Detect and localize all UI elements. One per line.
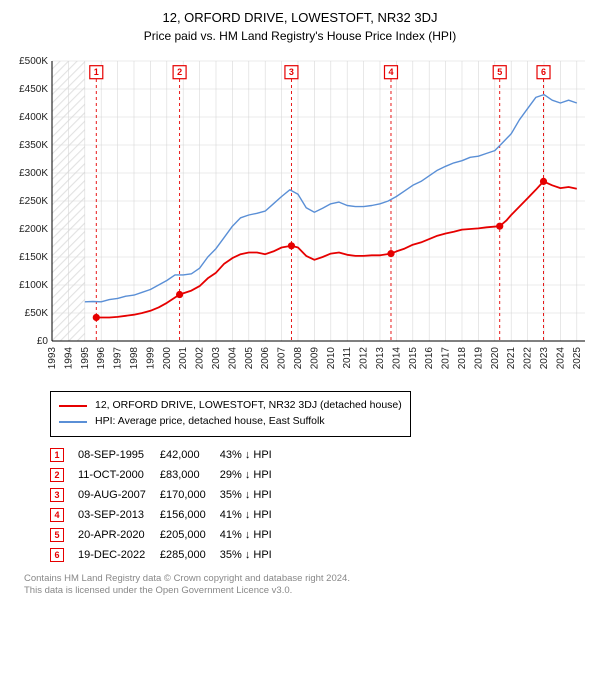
tx-price: £285,000 [160, 545, 220, 565]
svg-text:2019: 2019 [473, 347, 484, 370]
svg-text:5: 5 [497, 67, 502, 77]
svg-text:£150K: £150K [19, 252, 48, 263]
table-row: 3 09-AUG-2007£170,00035% ↓ HPI [50, 485, 286, 505]
tx-date: 20-APR-2020 [78, 525, 160, 545]
arrow-down-icon: ↓ [245, 449, 251, 461]
footnote-line: This data is licensed under the Open Gov… [24, 585, 292, 596]
legend: 12, ORFORD DRIVE, LOWESTOFT, NR32 3DJ (d… [50, 391, 411, 437]
svg-text:2025: 2025 [572, 347, 583, 370]
svg-text:6: 6 [541, 67, 546, 77]
svg-text:2007: 2007 [277, 347, 288, 370]
svg-text:2001: 2001 [178, 347, 189, 370]
tx-date: 19-DEC-2022 [78, 545, 160, 565]
svg-text:£250K: £250K [19, 196, 48, 207]
svg-text:1999: 1999 [145, 347, 156, 370]
arrow-down-icon: ↓ [245, 549, 251, 561]
arrow-down-icon: ↓ [245, 529, 251, 541]
svg-text:£500K: £500K [19, 56, 48, 67]
table-row: 5 20-APR-2020£205,00041% ↓ HPI [50, 525, 286, 545]
sale-marker-icon: 6 [50, 548, 64, 562]
svg-text:2004: 2004 [227, 347, 238, 370]
tx-pct: 35% ↓ HPI [220, 485, 286, 505]
svg-text:2017: 2017 [441, 347, 452, 370]
svg-text:2002: 2002 [195, 347, 206, 370]
svg-text:2014: 2014 [391, 347, 402, 370]
svg-text:£0: £0 [37, 336, 49, 347]
svg-text:1995: 1995 [80, 347, 91, 370]
tx-date: 09-AUG-2007 [78, 485, 160, 505]
chart-title: 12, ORFORD DRIVE, LOWESTOFT, NR32 3DJ [10, 10, 590, 25]
svg-text:2008: 2008 [293, 347, 304, 370]
svg-text:1997: 1997 [113, 347, 124, 370]
svg-text:£50K: £50K [25, 308, 49, 319]
tx-pct: 43% ↓ HPI [220, 445, 286, 465]
svg-text:1996: 1996 [96, 347, 107, 370]
sale-marker-icon: 2 [50, 468, 64, 482]
svg-text:1993: 1993 [47, 347, 58, 370]
svg-text:2011: 2011 [342, 347, 353, 369]
arrow-down-icon: ↓ [245, 469, 251, 481]
sale-marker-icon: 4 [50, 508, 64, 522]
table-row: 2 11-OCT-2000£83,00029% ↓ HPI [50, 465, 286, 485]
svg-text:£450K: £450K [19, 84, 48, 95]
legend-label: HPI: Average price, detached house, East… [95, 414, 325, 430]
svg-text:2006: 2006 [260, 347, 271, 370]
svg-text:£300K: £300K [19, 168, 48, 179]
tx-pct: 29% ↓ HPI [220, 465, 286, 485]
svg-text:2021: 2021 [506, 347, 517, 370]
svg-text:2012: 2012 [359, 347, 370, 370]
legend-item-property: 12, ORFORD DRIVE, LOWESTOFT, NR32 3DJ (d… [59, 398, 402, 414]
tx-date: 11-OCT-2000 [78, 465, 160, 485]
svg-text:2: 2 [177, 67, 182, 77]
svg-text:2005: 2005 [244, 347, 255, 370]
svg-text:£100K: £100K [19, 280, 48, 291]
sale-marker-icon: 1 [50, 448, 64, 462]
table-row: 4 03-SEP-2013£156,00041% ↓ HPI [50, 505, 286, 525]
tx-pct: 41% ↓ HPI [220, 525, 286, 545]
tx-price: £42,000 [160, 445, 220, 465]
svg-text:2009: 2009 [309, 347, 320, 370]
svg-text:2018: 2018 [457, 347, 468, 370]
legend-item-hpi: HPI: Average price, detached house, East… [59, 414, 402, 430]
svg-text:2010: 2010 [326, 347, 337, 370]
tx-date: 08-SEP-1995 [78, 445, 160, 465]
svg-text:3: 3 [289, 67, 294, 77]
sale-marker-icon: 5 [50, 528, 64, 542]
svg-text:2016: 2016 [424, 347, 435, 370]
tx-price: £156,000 [160, 505, 220, 525]
svg-text:£400K: £400K [19, 112, 48, 123]
svg-text:4: 4 [388, 67, 393, 77]
tx-price: £83,000 [160, 465, 220, 485]
arrow-down-icon: ↓ [245, 489, 251, 501]
transactions-table: 1 08-SEP-1995£42,00043% ↓ HPI 2 11-OCT-2000… [50, 445, 286, 565]
price-chart: £0 £50K £100K £150K £200K £250K £300K £350K £400… [10, 51, 590, 381]
svg-text:2003: 2003 [211, 347, 222, 370]
legend-label: 12, ORFORD DRIVE, LOWESTOFT, NR32 3DJ (d… [95, 398, 402, 414]
svg-text:1: 1 [94, 67, 99, 77]
svg-text:2024: 2024 [555, 347, 566, 370]
svg-text:2020: 2020 [490, 347, 501, 370]
arrow-down-icon: ↓ [245, 509, 251, 521]
svg-text:2015: 2015 [408, 347, 419, 370]
tx-price: £205,000 [160, 525, 220, 545]
footnote-line: Contains HM Land Registry data © Crown c… [24, 573, 350, 584]
table-row: 6 19-DEC-2022£285,00035% ↓ HPI [50, 545, 286, 565]
svg-text:1994: 1994 [63, 347, 74, 370]
svg-text:1998: 1998 [129, 347, 140, 370]
footnote: Contains HM Land Registry data © Crown c… [24, 573, 590, 599]
sale-marker-icon: 3 [50, 488, 64, 502]
tx-price: £170,000 [160, 485, 220, 505]
svg-text:£350K: £350K [19, 140, 48, 151]
svg-text:2013: 2013 [375, 347, 386, 370]
table-row: 1 08-SEP-1995£42,00043% ↓ HPI [50, 445, 286, 465]
svg-text:2023: 2023 [539, 347, 550, 370]
chart-subtitle: Price paid vs. HM Land Registry's House … [10, 29, 590, 43]
svg-text:2022: 2022 [523, 347, 534, 370]
tx-pct: 41% ↓ HPI [220, 505, 286, 525]
svg-text:2000: 2000 [162, 347, 173, 370]
svg-text:£200K: £200K [19, 224, 48, 235]
tx-date: 03-SEP-2013 [78, 505, 160, 525]
tx-pct: 35% ↓ HPI [220, 545, 286, 565]
